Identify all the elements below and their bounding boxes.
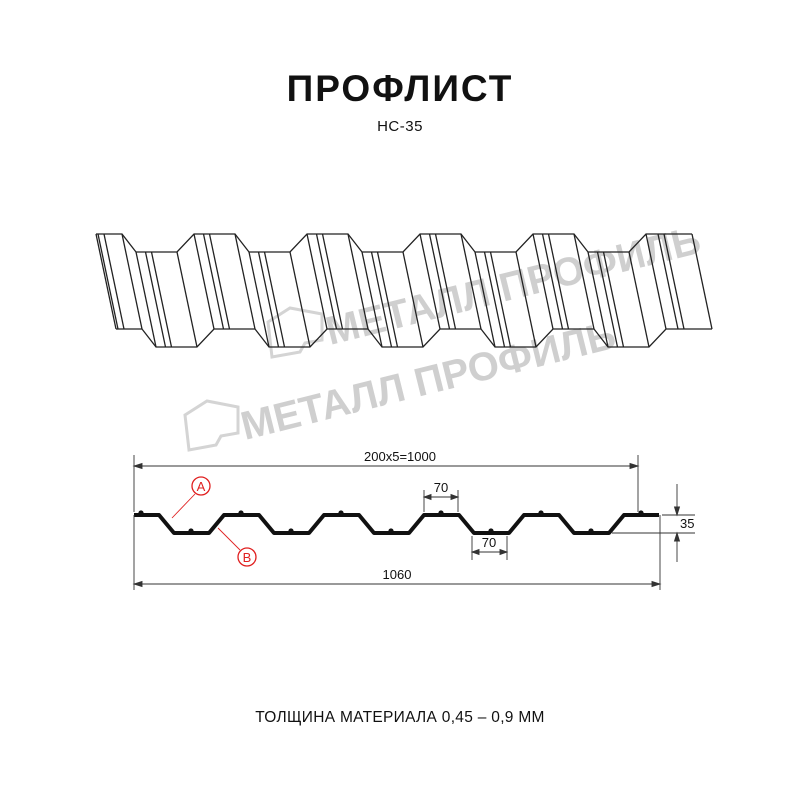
dimension-pitch-total: 200x5=1000 <box>364 449 436 464</box>
sheet-rib-line <box>321 233 344 330</box>
sheet-fold-line <box>289 251 311 348</box>
rib-mark <box>388 528 394 534</box>
sheet-rib-line <box>663 233 685 330</box>
rib-mark <box>238 510 244 516</box>
rib-mark <box>438 510 444 516</box>
logo-icon <box>266 306 324 359</box>
callout-a: A <box>171 476 211 519</box>
profile-line <box>134 513 659 535</box>
dimension-overall-width: 1060 <box>383 567 412 582</box>
sheet-fold-line <box>193 233 215 330</box>
sheet-fold-line <box>306 233 328 330</box>
sheet-rib-line <box>370 251 393 348</box>
sheet-top-edge <box>96 233 692 253</box>
sheet-fold-line <box>474 251 496 348</box>
sheet-fold-line <box>628 251 650 348</box>
sheet-fold-line <box>587 251 609 348</box>
sheet-fold-line <box>691 233 713 330</box>
sheet-fold-line <box>347 233 369 330</box>
sheet-rib-line <box>434 233 457 330</box>
sheet-rib-line <box>489 251 512 348</box>
sheet-rib-line <box>150 251 173 348</box>
sheet-rib-line <box>596 251 619 348</box>
sheet-rib-line <box>547 233 570 330</box>
sheet-fold-line <box>460 233 482 330</box>
sheet-fold-line <box>515 251 537 348</box>
logo-icon <box>183 399 240 452</box>
sheet-rib-line <box>97 233 119 330</box>
callout-b-label: B <box>243 550 252 565</box>
rib-mark <box>538 510 544 516</box>
sheet-fold-line <box>135 251 157 348</box>
sheet-rib-line <box>428 233 451 330</box>
model-subtitle: НС-35 <box>377 118 423 135</box>
sheet-fold-line <box>402 251 424 348</box>
dimension-lines <box>132 455 695 590</box>
rib-mark <box>588 528 594 534</box>
sheet-rib-line <box>602 251 625 348</box>
material-thickness: ТОЛЩИНА МАТЕРИАЛА 0,45 – 0,9 ММ <box>255 709 545 726</box>
dimension-height: 35 <box>680 516 694 531</box>
sheet-fold-line <box>645 233 667 330</box>
sheet-fold-line <box>532 233 554 330</box>
sheet-rib-line <box>315 233 338 330</box>
sheet-fold-line <box>573 233 595 330</box>
sheet-rib-line <box>263 251 286 348</box>
watermark-text: МЕТАЛЛ ПРОФИЛЬ <box>237 313 620 449</box>
callout-b: B <box>217 527 257 567</box>
rib-mark <box>288 528 294 534</box>
sheet-bottom-edge <box>116 328 712 348</box>
sheet-rib-line <box>208 233 231 330</box>
sheet-fold-line <box>419 233 441 330</box>
sheet-rib-line <box>257 251 280 348</box>
sheet-rib-line <box>202 233 225 330</box>
sheet-fold-line <box>248 251 270 348</box>
page-title: ПРОФЛИСТ <box>286 68 514 109</box>
sheet-rib-line <box>376 251 399 348</box>
callout-a-label: A <box>197 479 206 494</box>
sheet-fold-line <box>176 251 198 348</box>
sheet-fold-line <box>234 233 256 330</box>
sheet-fold-line <box>361 251 383 348</box>
sheet-rib-line <box>144 251 167 348</box>
sheet-fold-line <box>95 233 117 330</box>
sheet-rib-line <box>657 233 679 330</box>
dimension-top-flat: 70 <box>434 480 448 495</box>
sheet-rib-line <box>541 233 564 330</box>
sheet-3d-view <box>95 233 713 348</box>
rib-mark <box>188 528 194 534</box>
dimension-bottom-flat: 70 <box>482 535 496 550</box>
sheet-rib-line <box>103 233 125 330</box>
sheet-fold-line <box>121 233 143 330</box>
rib-mark <box>488 528 494 534</box>
sheet-rib-line <box>483 251 506 348</box>
rib-mark <box>638 510 644 516</box>
rib-mark <box>138 510 144 516</box>
cross-section-profile <box>134 510 659 535</box>
rib-mark <box>338 510 344 516</box>
